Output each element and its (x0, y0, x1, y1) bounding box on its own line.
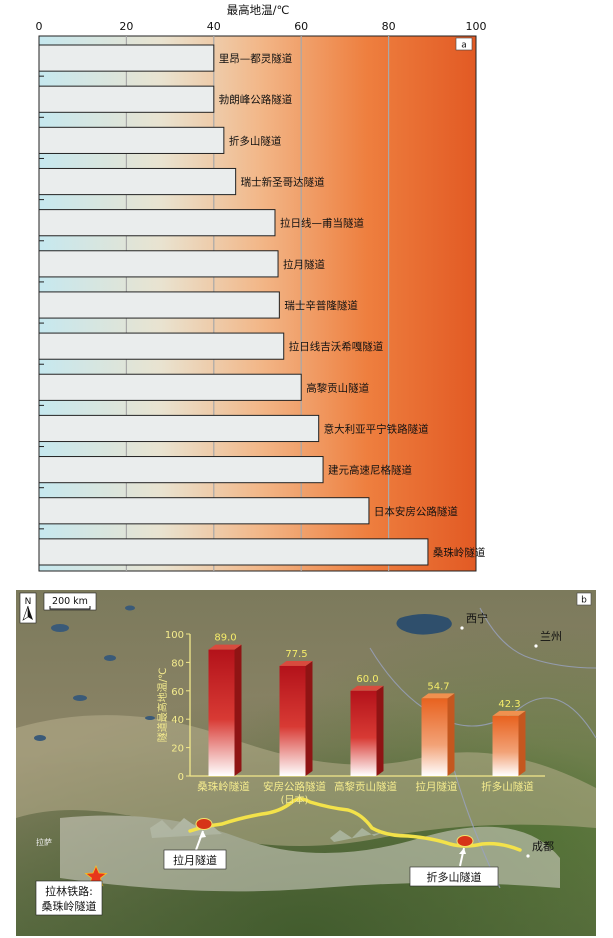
panel-a-bar-chart: 最高地温/℃ 0 20 40 60 80 100 里昂—都灵隧道勃朗峰公路隧道折多山隧道瑞… (36, 3, 487, 572)
bar-value-label: 60.0 (356, 674, 378, 685)
bar-category-label: 瑞士新圣哥达隧道 (241, 176, 325, 189)
x-tick-label: 0 (36, 20, 43, 33)
bar-category-label: 拉月隧道 (283, 258, 325, 271)
bar-top (208, 644, 242, 650)
x-category-label: 桑珠岭隧道 (197, 780, 250, 793)
star-label-line-2: 桑珠岭隧道 (42, 899, 97, 913)
x-category-label: 折多山隧道 (481, 780, 534, 793)
marker-layue-label: 拉月隧道 (173, 853, 217, 867)
x-category-label: 安房公路隧道 (263, 780, 326, 793)
bar (38, 44, 215, 72)
bar (38, 497, 370, 525)
bar (279, 665, 306, 776)
small-lakes (34, 605, 155, 741)
bar-value-label: 42.3 (498, 699, 520, 710)
bar-category-label: 日本安房公路隧道 (374, 505, 458, 518)
marker-sangzhuling: 拉林铁路: 桑珠岭隧道 (35, 864, 108, 916)
bar (38, 250, 279, 278)
y-tick-label: 60 (171, 687, 184, 698)
panel-tag-box (455, 37, 473, 51)
inset-bar-chart: 0 20 40 60 80 100 隧道最高地温/℃ 89.0 桑珠岭隧道 77.5 安房公路隧道(… (156, 630, 545, 806)
bar (208, 649, 235, 776)
bar-top (421, 693, 455, 699)
bar-category-label: 拉日线吉沃希嘎隧道 (289, 340, 384, 353)
north-arrow: N (19, 592, 37, 624)
bar (38, 414, 320, 443)
bar-category-label: 瑞士辛普隆隧道 (284, 299, 358, 312)
bar (38, 209, 276, 237)
y-axis-label: 隧道最高地温/℃ (156, 668, 169, 743)
bar (492, 715, 519, 776)
bar-category-label: 勃朗峰公路隧道 (219, 93, 293, 106)
bar (38, 538, 429, 566)
y-tick-label: 0 (178, 772, 184, 783)
panel-b-map-chart: b N 200 km 西宁 兰州 成都 拉萨 拉月隧道 折多山隧道 拉林铁路: … (16, 590, 597, 936)
bar-side (447, 693, 455, 776)
bar (350, 690, 377, 776)
bar-labels: 里昂—都灵隧道勃朗峰公路隧道折多山隧道瑞士新圣哥达隧道拉日线—甫当隧道拉月隧道瑞… (219, 52, 486, 559)
x-tick-label: 80 (382, 20, 396, 33)
bar-value-label: 77.5 (285, 649, 307, 660)
marker-layue: 拉月隧道 (163, 818, 227, 870)
bar-category-label: 里昂—都灵隧道 (219, 52, 293, 65)
bar (38, 456, 324, 484)
bar (38, 373, 302, 401)
city-xining: 西宁 (466, 611, 488, 625)
bar-value-label: 89.0 (214, 633, 236, 644)
y-tick-label: 80 (171, 658, 184, 669)
x-tick-label: 20 (119, 20, 133, 33)
scale-bar: 200 km (43, 592, 97, 611)
bar (421, 698, 448, 776)
scale-label: 200 km (52, 596, 88, 607)
bar-side (518, 710, 526, 776)
star-label-line-1: 拉林铁路: (45, 884, 93, 898)
y-ticks (39, 75, 44, 530)
panel-tag-box (576, 592, 592, 606)
x-axis-label: 最高地温/℃ (227, 3, 290, 17)
bar-category-label: 高黎贡山隧道 (306, 381, 369, 394)
lake-qinghai (396, 614, 452, 635)
x-category-label: 高黎贡山隧道 (334, 780, 397, 793)
bars (38, 44, 429, 566)
bar (38, 85, 215, 113)
bar-top (492, 710, 526, 716)
bar (38, 332, 285, 360)
city-chengdu: 成都 (532, 840, 554, 853)
x-category-sublabel: (日本) (281, 793, 309, 806)
bar (38, 167, 237, 196)
bar-value-label: 54.7 (427, 681, 449, 692)
bar-category-label: 桑珠岭隧道 (433, 546, 486, 559)
y-tick-label: 40 (171, 715, 184, 726)
bar-top (279, 660, 313, 666)
bar-category-label: 拉日线—甫当隧道 (280, 217, 364, 230)
city-dots (460, 626, 538, 858)
x-tick-label: 100 (466, 20, 487, 33)
x-tick-label: 40 (207, 20, 221, 33)
y-tick-label: 20 (171, 744, 184, 755)
bar-top (350, 685, 384, 691)
marker-zheduoshan-label: 折多山隧道 (427, 870, 482, 884)
bar-category-label: 意大利亚平宁铁路隧道 (324, 422, 429, 435)
marker-zheduoshan: 折多山隧道 (409, 835, 499, 887)
panel-tag: a (461, 41, 467, 51)
bar-side (234, 644, 242, 776)
bar-category-label: 建元高速尼格隧道 (328, 464, 412, 477)
bar-side (376, 685, 384, 776)
bar-side (305, 660, 313, 776)
bar-category-label: 折多山隧道 (229, 134, 282, 147)
north-label: N (25, 597, 32, 607)
bar (38, 126, 225, 154)
x-category-label: 拉月隧道 (416, 780, 458, 793)
city-lhasa: 拉萨 (36, 837, 52, 847)
city-lanzhou: 兰州 (540, 630, 562, 643)
railway-route (188, 797, 522, 852)
y-tick-label: 100 (165, 630, 184, 641)
bar (38, 291, 280, 319)
panel-tag: b (581, 596, 587, 606)
x-tick-label: 60 (294, 20, 308, 33)
